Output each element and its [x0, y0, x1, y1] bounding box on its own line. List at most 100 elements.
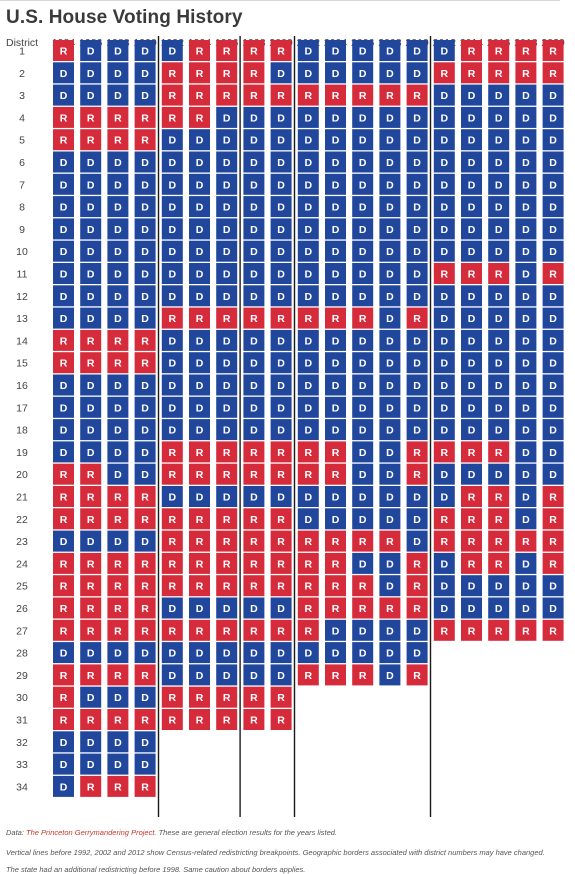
result-cell	[134, 263, 156, 284]
result-label: R	[196, 536, 204, 548]
result-label: R	[332, 469, 340, 481]
result-cell	[107, 40, 129, 61]
result-cell	[161, 40, 183, 61]
result-label: D	[169, 291, 177, 303]
result-label: D	[305, 135, 313, 147]
result-label: D	[141, 68, 149, 80]
result-cell	[107, 441, 129, 463]
result-cell	[134, 129, 156, 151]
result-label: D	[522, 447, 530, 459]
result-cell	[325, 218, 346, 240]
result-cell	[325, 307, 346, 329]
result-cell	[107, 129, 129, 151]
district-label: 24	[16, 558, 28, 570]
result-cell	[107, 463, 129, 485]
result-cell	[216, 218, 238, 240]
result-cell	[134, 240, 156, 262]
result-cell	[406, 329, 428, 351]
result-label: R	[60, 670, 68, 682]
result-cell	[270, 218, 292, 240]
result-cell	[433, 218, 455, 240]
result-cell	[107, 285, 129, 307]
result-label: D	[169, 224, 177, 236]
result-label: R	[196, 313, 204, 325]
result-label: D	[386, 581, 394, 593]
result-label: D	[141, 291, 149, 303]
result-label: D	[386, 135, 394, 147]
result-label: D	[141, 469, 149, 481]
result-label: D	[332, 291, 340, 303]
result-label: R	[250, 469, 258, 481]
result-cell	[216, 441, 238, 463]
result-label: R	[250, 536, 258, 548]
result-cell	[406, 84, 428, 106]
result-label: R	[141, 358, 149, 370]
result-label: D	[441, 246, 449, 258]
result-cell	[216, 285, 238, 307]
result-label: D	[549, 358, 557, 370]
result-cell	[53, 329, 74, 351]
result-cell	[461, 196, 482, 218]
result-cell	[406, 218, 428, 240]
result-cell	[406, 530, 428, 552]
result-cell	[515, 40, 537, 61]
result-cell	[134, 597, 156, 619]
result-label: D	[114, 179, 122, 191]
top-divider	[0, 0, 560, 1]
result-label: R	[495, 447, 503, 459]
result-label: D	[114, 224, 122, 236]
result-label: D	[250, 380, 258, 392]
result-label: D	[60, 179, 68, 191]
result-label: D	[305, 269, 313, 281]
result-cell	[379, 285, 401, 307]
result-label: R	[413, 558, 421, 570]
result-label: R	[169, 447, 177, 459]
result-label: R	[196, 90, 204, 102]
result-cell	[53, 419, 74, 441]
result-cell	[297, 285, 319, 307]
result-cell	[352, 62, 374, 84]
result-label: D	[522, 313, 530, 325]
result-cell	[243, 307, 265, 329]
breakpoint-note: Vertical lines before 1992, 2002 and 201…	[6, 848, 545, 857]
district-label: 22	[16, 514, 28, 526]
result-label: D	[495, 603, 503, 615]
result-cell	[352, 129, 374, 151]
result-label: D	[441, 179, 449, 191]
result-label: D	[441, 224, 449, 236]
result-cell	[270, 240, 292, 262]
result-label: D	[386, 492, 394, 504]
result-cell	[216, 486, 238, 507]
result-cell	[488, 486, 510, 507]
result-cell	[107, 486, 129, 507]
result-cell	[433, 329, 455, 351]
result-label: D	[223, 224, 231, 236]
result-cell	[433, 619, 455, 641]
result-label: D	[223, 402, 231, 414]
result-cell	[107, 775, 129, 797]
result-label: D	[196, 402, 204, 414]
result-label: R	[522, 536, 530, 548]
result-cell	[80, 285, 102, 307]
result-label: D	[223, 425, 231, 437]
source-suffix: These are general election results for t…	[156, 828, 338, 837]
result-label: D	[522, 291, 530, 303]
result-cell	[53, 374, 74, 396]
result-cell	[161, 642, 183, 664]
result-label: R	[305, 558, 313, 570]
result-cell	[379, 619, 401, 641]
result-cell	[325, 84, 346, 106]
result-label: R	[549, 68, 557, 80]
result-cell	[461, 40, 482, 61]
result-cell	[161, 441, 183, 463]
result-label: D	[87, 291, 95, 303]
result-label: R	[223, 90, 231, 102]
result-label: D	[196, 648, 204, 660]
result-cell	[297, 552, 319, 574]
result-cell	[461, 597, 482, 619]
result-label: R	[277, 46, 285, 58]
result-label: R	[223, 514, 231, 526]
result-label: D	[359, 112, 367, 124]
result-cell	[461, 329, 482, 351]
result-cell	[161, 597, 183, 619]
